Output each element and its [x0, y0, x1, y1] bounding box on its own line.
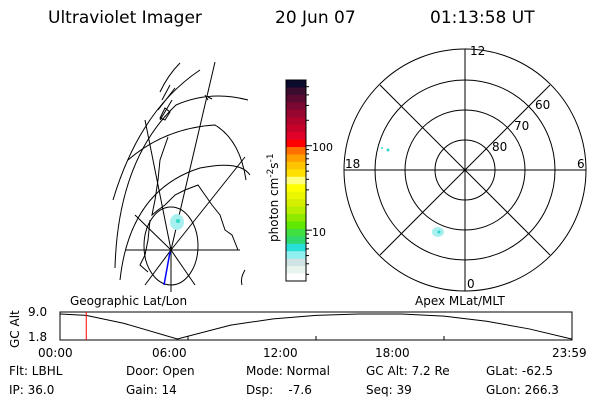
- colorbar-band: [286, 94, 306, 103]
- colorbar-band: [286, 154, 306, 163]
- mlt-label-0: 0: [467, 277, 475, 291]
- geographic-label: Geographic Lat/Lon: [70, 294, 188, 308]
- status-filter: Flt: LBHL: [9, 364, 63, 378]
- map-meridian: [144, 119, 172, 251]
- map-meridian: [170, 156, 246, 251]
- colorbar-band: [286, 251, 306, 260]
- colorbar-tick-10: 10: [312, 226, 326, 239]
- colorbar-band: [286, 236, 306, 245]
- emission-core: [437, 230, 441, 234]
- xtick-0600: 06:00: [152, 346, 187, 360]
- map-lat-circle: [112, 69, 201, 201]
- colorbar-band: [286, 169, 306, 178]
- colorbar-band: [286, 184, 306, 193]
- colorbar-band: [286, 221, 306, 230]
- colorbar-band: [286, 117, 306, 126]
- xtick-2359: 23:59: [552, 346, 587, 360]
- colorbar-band: [286, 109, 306, 118]
- mlt-label-12: 12: [470, 44, 486, 58]
- map-meridian: [134, 214, 172, 251]
- colorbar-band: [286, 80, 306, 88]
- map-meridian: [144, 249, 172, 286]
- coastline: [240, 269, 246, 286]
- colorbar-band: [286, 214, 306, 222]
- mlat-label-80: 80: [492, 140, 508, 154]
- emission-spot: [386, 148, 390, 152]
- status-seq: Seq: 39: [366, 383, 412, 397]
- status-glat: GLat: -62.5: [486, 364, 553, 378]
- colorbar-frame: [285, 79, 307, 282]
- orbit-frame: [59, 311, 573, 341]
- status-gain: Gain: 14: [126, 383, 177, 397]
- colorbar-band: [286, 273, 306, 282]
- colorbar-band: [286, 147, 306, 155]
- colorbar-band: [286, 139, 306, 148]
- colorbar-band: [286, 258, 306, 267]
- mlat-label-60: 60: [535, 98, 551, 112]
- satellite-track: [163, 251, 171, 286]
- coastline: [157, 62, 181, 121]
- polar-diagonal: [379, 84, 551, 256]
- mlat-label-70: 70: [514, 119, 530, 133]
- status-mode: Mode: Normal: [246, 364, 330, 378]
- ytick-9: 9.0: [28, 305, 48, 319]
- coastline: [204, 94, 213, 101]
- colorbar-band: [286, 102, 306, 111]
- colorbar-band: [286, 266, 306, 275]
- status-dsp: Dsp: -7.6: [246, 383, 312, 397]
- mlt-label-6: 6: [577, 157, 585, 171]
- status-ip: IP: 36.0: [9, 383, 55, 397]
- status-gc-alt: GC Alt: 7.2 Re: [366, 364, 450, 378]
- map-lat-circle: [114, 95, 249, 269]
- xtick-1200: 12:00: [263, 346, 298, 360]
- colorbar-band: [286, 199, 306, 208]
- colorbar-tick-100: 100: [312, 141, 333, 154]
- mlt-label-18: 18: [345, 157, 361, 171]
- coastline: [159, 107, 171, 121]
- colorbar-band: [286, 228, 306, 237]
- colorbar-band: [286, 132, 306, 141]
- time-label: 01:13:58 UT: [430, 8, 535, 28]
- colorbar-band: [286, 161, 306, 170]
- colorbar-band: [286, 243, 306, 252]
- colorbar-band: [286, 206, 306, 215]
- date-label: 20 Jun 07: [275, 8, 356, 28]
- status-glon: GLon: 266.3: [486, 383, 559, 397]
- altitude-line: [59, 313, 572, 340]
- emission-spot: [381, 147, 383, 149]
- coastline: [139, 219, 151, 273]
- instrument-title: Ultraviolet Imager: [48, 8, 202, 28]
- colorbar-band: [286, 191, 306, 200]
- colorbar-band: [286, 176, 306, 185]
- emission-core: [176, 219, 180, 223]
- colorbar-band: [286, 87, 306, 96]
- apex-label: Apex MLat/MLT: [415, 294, 505, 308]
- colorbar-band: [286, 124, 306, 133]
- coastline: [151, 136, 239, 251]
- status-door: Door: Open: [126, 364, 195, 378]
- xtick-0000: 00:00: [38, 346, 73, 360]
- ytick-1.8: 1.8: [28, 330, 48, 344]
- map-meridian: [170, 249, 196, 286]
- xtick-1800: 18:00: [375, 346, 410, 360]
